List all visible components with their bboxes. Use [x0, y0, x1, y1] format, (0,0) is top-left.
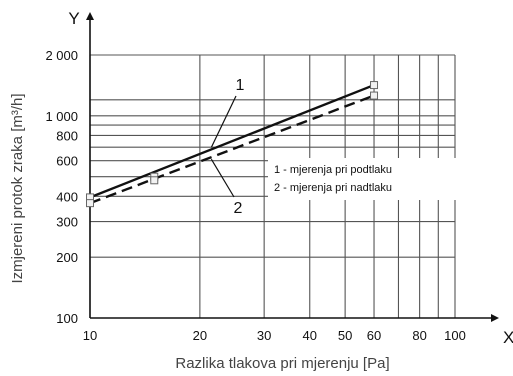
y-tick-label: 300: [56, 215, 78, 230]
x-tick-label: 60: [367, 328, 381, 343]
series-1-marker: [371, 82, 378, 89]
y-axis-title: Izmjereni protok zraka [m³/h]: [9, 93, 26, 283]
y-tick-label: 100: [56, 311, 78, 326]
y-tick-label: 600: [56, 154, 78, 169]
y-tick-label: 1 000: [45, 109, 78, 124]
x-tick-label: 10: [83, 328, 97, 343]
legend-item-2: 2 - mjerenja pri nadtlaku: [274, 182, 392, 194]
series-2-marker: [151, 177, 158, 184]
series-2-marker: [87, 200, 94, 207]
x-tick-label: 80: [412, 328, 426, 343]
series-callout-1: 1: [236, 77, 245, 94]
callout-leader-1: [211, 96, 236, 147]
x-tick-label: 30: [257, 328, 271, 343]
x-axis-title: Razlika tlakova pri mjerenju [Pa]: [175, 355, 389, 372]
y-tick-label: 400: [56, 189, 78, 204]
y-tick-label: 2 000: [45, 48, 78, 63]
legend: 1 - mjerenja pri podtlaku 2 - mjerenja p…: [268, 158, 458, 200]
y-tick-label: 200: [56, 250, 78, 265]
x-axis-letter: X: [503, 328, 513, 347]
x-tick-label: 100: [444, 328, 466, 343]
y-axis-arrow: [86, 12, 94, 20]
y-tick-label: 800: [56, 128, 78, 143]
series-2-marker: [371, 92, 378, 99]
legend-item-1: 1 - mjerenja pri podtlaku: [274, 164, 392, 176]
x-tick-label: 20: [193, 328, 207, 343]
series-callout-2: 2: [234, 200, 243, 217]
x-tick-label: 50: [338, 328, 352, 343]
x-tick-label: 40: [303, 328, 317, 343]
callout-leader-2: [211, 159, 234, 197]
x-axis-arrow: [491, 314, 499, 322]
y-axis-letter: Y: [68, 9, 79, 28]
